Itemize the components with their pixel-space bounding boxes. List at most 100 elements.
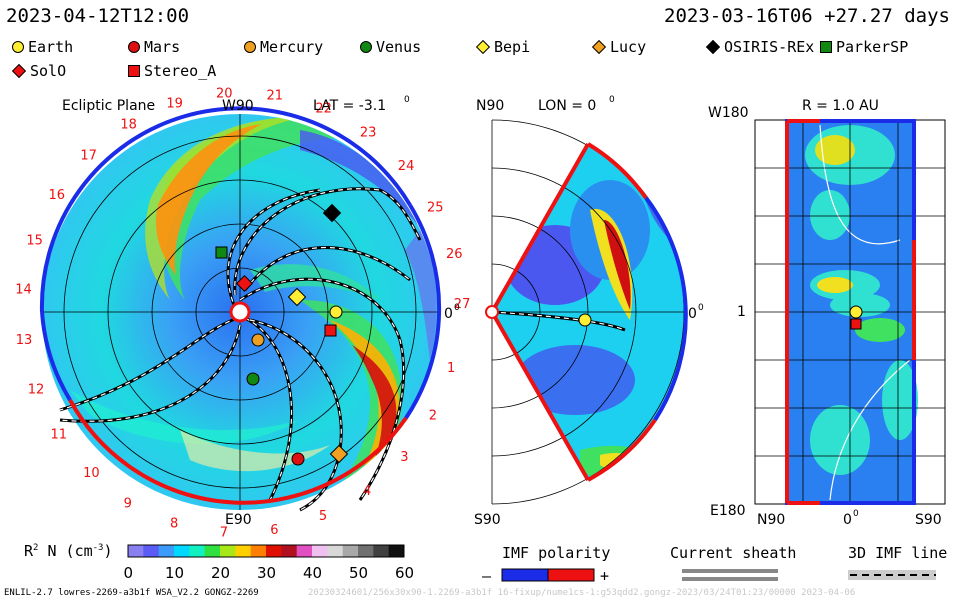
colorbar-cell <box>158 545 175 557</box>
legend-label: Bepi <box>494 38 531 56</box>
rotation-number: 7 <box>220 526 228 541</box>
colorbar-cell <box>189 545 206 557</box>
colorbar: 0 10 20 30 40 50 60 <box>124 544 414 582</box>
rotation-number: 25 <box>427 200 444 215</box>
legend-label: Mars <box>144 38 181 56</box>
solo-marker <box>236 275 253 292</box>
legend-solo: SolO <box>11 62 67 80</box>
rotation-number: 12 <box>28 382 45 397</box>
rotation-number: 1 <box>447 361 455 376</box>
legend-marker-icon <box>360 41 372 53</box>
colorbar-cell <box>281 545 298 557</box>
legend-label: Lucy <box>610 38 647 56</box>
legend-stereo-a: Stereo_A <box>128 62 216 80</box>
legend-label: SolO <box>30 62 67 80</box>
colorbar-cell <box>342 545 359 557</box>
rotation-number: 9 <box>124 496 132 511</box>
imf-polarity-title: IMF polarity <box>502 544 611 562</box>
surface-0-sup: 0 <box>853 509 859 519</box>
rotation-number: 5 <box>319 509 327 524</box>
venus-marker <box>246 372 260 386</box>
colorbar-tick: 0 <box>124 564 134 582</box>
rotation-number: 22 <box>315 102 332 117</box>
n90-label: N90 <box>476 98 504 114</box>
colorbar-cell <box>373 545 390 557</box>
surface-panel: R = 1.0 AU W180 1 E180 N90 0 0 S90 <box>708 98 946 528</box>
colorbar-cell <box>250 545 267 557</box>
mars-marker <box>291 452 305 466</box>
rotation-number: 19 <box>166 97 183 112</box>
legend-marker-icon <box>244 41 256 53</box>
model-footer: ENLIL-2.7 lowres-2269-a3b1f WSA_V2.2 GON… <box>4 588 259 598</box>
e180-label: E180 <box>710 503 746 519</box>
sun-marker <box>229 301 251 323</box>
s90-label: S90 <box>474 512 501 528</box>
lon-label: LON = 0 <box>538 98 596 114</box>
rotation-number: 26 <box>446 247 463 262</box>
rotation-number: 6 <box>270 523 278 538</box>
current-sheath-legend <box>682 569 778 581</box>
legend-bepi: Bepi <box>475 38 531 56</box>
rotation-number: 20 <box>216 87 233 102</box>
legend-parkersp: ParkerSP <box>820 38 908 56</box>
rotation-number: 16 <box>49 188 66 203</box>
bepi-marker <box>287 287 307 307</box>
colorbar-tick: 20 <box>211 564 230 582</box>
ecliptic-markers <box>215 203 349 466</box>
lat-label: LAT = -3.1 <box>313 98 386 114</box>
lon-sup: 0 <box>609 95 615 105</box>
legend-label: Venus <box>376 38 422 56</box>
parkersp-marker <box>215 246 228 259</box>
legend-label: Mercury <box>260 38 324 56</box>
legend-label: Earth <box>28 38 74 56</box>
colorbar-cell <box>220 545 236 557</box>
run-info: 2023-03-16T06 +27.27 days <box>664 5 950 27</box>
rotation-number: 4 <box>363 484 371 499</box>
rotation-number: 23 <box>360 126 377 141</box>
legend-venus: Venus <box>360 38 421 56</box>
ecl-0-sup: 0 <box>454 303 460 313</box>
rotation-number: 17 <box>80 149 97 164</box>
legend-marker-icon <box>820 41 832 53</box>
imf-line-legend <box>848 570 936 580</box>
rotation-number: 8 <box>170 517 178 532</box>
rotation-number: 21 <box>267 88 284 103</box>
merid-0-label: 0 <box>688 306 697 322</box>
lat-sup: 0 <box>404 95 410 105</box>
rotation-number: 10 <box>83 466 100 481</box>
osiris-rex-marker <box>322 203 342 223</box>
current-sheath-title: Current sheath <box>670 544 797 562</box>
rotation-number: 14 <box>15 283 32 298</box>
imf-polarity-legend <box>501 568 595 582</box>
rotation-number: 24 <box>398 159 415 174</box>
w180-label: W180 <box>708 105 749 121</box>
colorbar-cell <box>388 545 405 557</box>
colorbar-tick: 40 <box>303 564 322 582</box>
colorbar-label: R2 N (cm-3) <box>24 542 113 560</box>
legend-mars: Mars <box>128 38 180 56</box>
legend-marker-icon <box>128 65 140 77</box>
colorbar-tick: 50 <box>349 564 368 582</box>
ecl-0-label: 0 <box>444 306 453 322</box>
s90-surface-label: S90 <box>915 512 942 528</box>
lon1-label: 1 <box>737 304 746 320</box>
legend-label: Stereo_A <box>144 62 217 80</box>
imf-minus: – <box>482 567 492 585</box>
colorbar-cell <box>327 545 344 557</box>
rotation-number: 27 <box>454 297 471 312</box>
w90-label: W90 <box>222 98 254 114</box>
legend-earth: Earth <box>12 38 73 56</box>
mercury-marker <box>251 333 265 347</box>
legend-marker-icon <box>12 41 24 53</box>
rotation-number: 13 <box>16 333 33 348</box>
legend-mercury: Mercury <box>244 38 323 56</box>
e90-label: E90 <box>225 512 252 528</box>
colorbar-cell <box>128 545 144 557</box>
rotation-number: 18 <box>120 118 137 133</box>
n90-surface-label: N90 <box>757 512 785 528</box>
colorbar-cell <box>266 545 282 557</box>
colorbar-tick: 10 <box>165 564 184 582</box>
legend-marker-icon <box>128 41 140 53</box>
